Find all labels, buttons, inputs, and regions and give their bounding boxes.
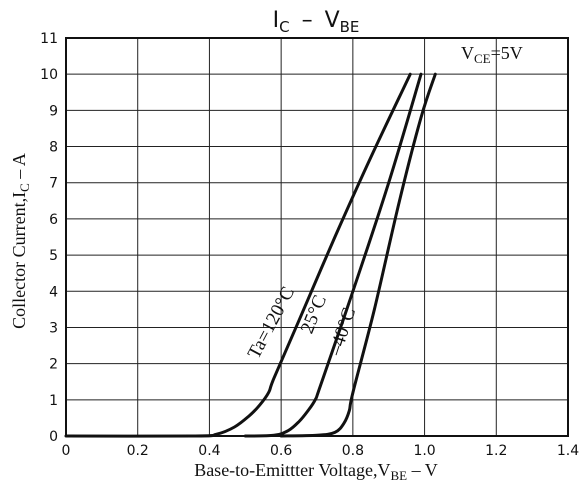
x-axis-label-rest: – V <box>407 460 438 480</box>
y-tick-label: 0 <box>49 429 58 445</box>
x-tick-label: 0 <box>62 443 71 459</box>
x-tick-label: 1.0 <box>413 443 435 459</box>
title-sub2: BE <box>340 18 360 36</box>
y-tick-label: 6 <box>49 212 58 228</box>
condition-main: V <box>461 43 474 63</box>
y-axis-label-rest: – A <box>9 153 29 183</box>
plot-frame <box>65 37 569 437</box>
y-axis-label-main: Collector Current,I <box>9 192 29 329</box>
y-tick-label: 10 <box>40 67 58 83</box>
x-tick-labels: 0 0.2 0.4 0.6 0.8 1.0 1.2 1.4 <box>62 443 580 459</box>
x-tick-label: 0.2 <box>127 443 149 459</box>
y-tick-label: 11 <box>40 31 58 47</box>
curve-label-1: 25°C <box>297 292 331 336</box>
x-tick-label: 1.2 <box>485 443 507 459</box>
title-main2: V <box>325 8 340 33</box>
y-tick-label: 7 <box>49 176 58 192</box>
x-tick-label: 0.6 <box>270 443 292 459</box>
curve-series-2 <box>279 72 437 438</box>
x-axis-label: Base-to-Emittter Voltage,VBE – V <box>194 460 438 483</box>
curve-label-0: Ta=120°C <box>244 283 299 362</box>
x-axis-label-sub: BE <box>390 468 407 483</box>
title-main: I <box>273 8 280 33</box>
condition-rest: =5V <box>491 43 523 63</box>
y-tick-label: 9 <box>49 103 58 119</box>
y-tick-label: 8 <box>49 140 58 156</box>
title-sub1: C <box>279 18 289 36</box>
curve-series-1 <box>243 72 423 438</box>
grid <box>65 37 569 437</box>
title-dash: – <box>302 8 313 33</box>
chart-title: IC – VBE <box>273 8 360 36</box>
y-tick-label: 2 <box>49 357 58 373</box>
y-tick-labels: 0 1 2 3 4 5 6 7 8 9 10 11 <box>40 31 58 445</box>
x-tick-label: 0.8 <box>342 443 364 459</box>
x-tick-label: 1.4 <box>557 443 579 459</box>
x-tick-label: 0.4 <box>198 443 220 459</box>
curve-labels: Ta=120°C25°C–40°C <box>244 283 360 362</box>
y-axis-label-sub: C <box>17 183 32 192</box>
y-axis-label: Collector Current,IC – A <box>9 153 32 329</box>
y-tick-label: 5 <box>49 248 58 264</box>
condition-label: VCE=5V <box>461 43 523 66</box>
y-tick-label: 1 <box>49 393 58 409</box>
curve-label-2: –40°C <box>325 305 360 359</box>
x-axis-label-main: Base-to-Emittter Voltage,V <box>194 460 390 480</box>
y-tick-label: 4 <box>49 284 58 300</box>
condition-sub: CE <box>474 51 491 66</box>
y-tick-label: 3 <box>49 320 58 336</box>
